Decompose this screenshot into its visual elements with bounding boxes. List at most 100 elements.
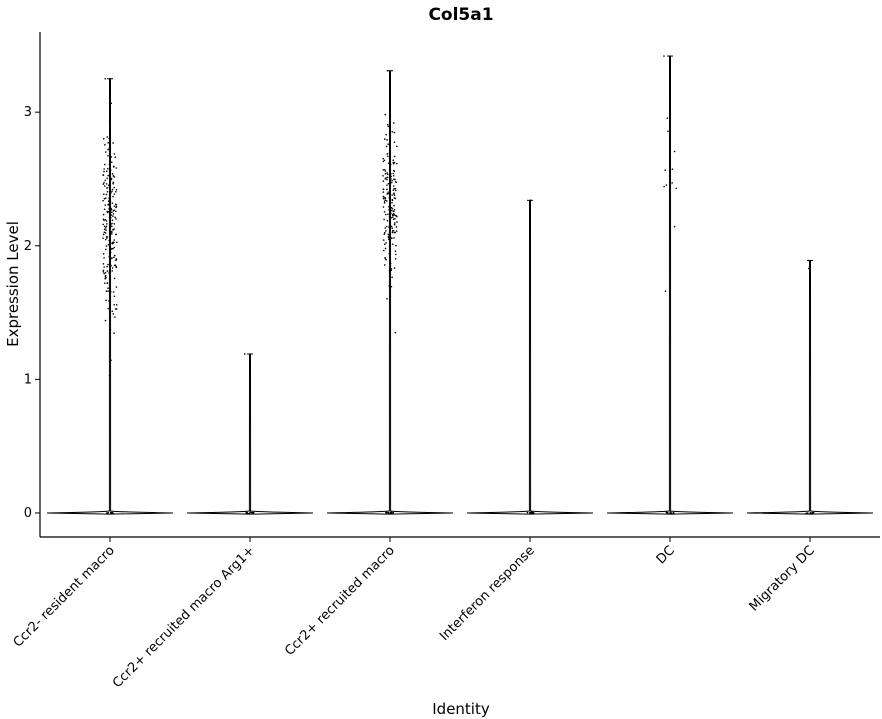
data-point — [108, 147, 111, 149]
data-point — [382, 169, 385, 171]
data-point — [113, 332, 115, 334]
data-point — [388, 226, 391, 229]
data-point — [105, 245, 108, 247]
data-point — [112, 512, 115, 515]
data-point — [394, 187, 397, 190]
data-point — [105, 225, 108, 228]
data-point — [115, 205, 118, 208]
data-point — [392, 161, 395, 164]
data-point — [388, 161, 391, 163]
data-point — [394, 214, 397, 217]
data-point — [115, 233, 117, 236]
data-point — [391, 201, 393, 204]
data-point — [385, 177, 387, 179]
data-point — [391, 207, 394, 210]
data-point — [393, 223, 396, 226]
data-point — [383, 264, 386, 266]
data-point — [248, 512, 251, 515]
data-point — [391, 276, 393, 279]
data-point — [663, 185, 665, 188]
data-point — [393, 192, 395, 194]
data-point — [392, 210, 395, 213]
data-point — [105, 170, 108, 173]
data-point — [109, 248, 112, 250]
data-point — [115, 210, 117, 213]
data-point — [107, 307, 109, 310]
data-point — [108, 207, 111, 210]
data-point — [387, 233, 390, 236]
data-point — [386, 225, 388, 228]
data-point — [106, 186, 109, 189]
data-point — [111, 270, 114, 272]
data-point — [116, 241, 118, 244]
plot-area — [46, 55, 874, 515]
data-point — [111, 188, 114, 191]
data-point — [104, 238, 107, 241]
data-point — [673, 512, 675, 515]
data-point — [383, 202, 386, 204]
data-point — [391, 194, 393, 196]
data-point — [384, 199, 386, 202]
data-point — [103, 185, 106, 187]
data-point — [108, 256, 110, 258]
data-point — [104, 248, 107, 251]
data-point — [386, 173, 389, 176]
data-point — [394, 258, 397, 260]
data-point — [107, 174, 109, 177]
data-point — [102, 233, 105, 236]
data-point — [106, 512, 108, 514]
data-point — [386, 176, 389, 179]
data-point — [390, 212, 392, 215]
data-point — [388, 244, 391, 247]
data-point — [382, 206, 385, 208]
data-point — [108, 188, 111, 190]
data-point — [115, 258, 118, 261]
data-point — [113, 277, 116, 280]
data-point — [812, 511, 815, 514]
data-point — [386, 123, 389, 126]
data-point — [105, 290, 108, 293]
data-point — [113, 223, 116, 225]
data-point — [663, 55, 665, 57]
data-point — [107, 142, 110, 144]
data-point — [107, 287, 109, 289]
data-point — [106, 270, 109, 272]
data-point — [393, 237, 395, 239]
data-point — [394, 181, 397, 183]
data-point — [113, 193, 116, 195]
data-point — [103, 266, 105, 268]
data-point — [387, 192, 390, 195]
data-point — [383, 168, 386, 171]
data-point — [383, 159, 386, 162]
data-point — [395, 162, 398, 165]
data-point — [394, 189, 397, 192]
violin-0 — [46, 78, 174, 515]
data-point — [106, 190, 109, 193]
data-point — [392, 122, 395, 124]
data-point — [113, 246, 116, 249]
data-point — [388, 149, 391, 152]
data-point — [114, 308, 117, 310]
data-point — [390, 269, 393, 272]
data-point — [384, 173, 387, 175]
data-point — [111, 202, 114, 204]
violin-1 — [186, 353, 314, 515]
data-point — [103, 197, 106, 200]
data-point — [669, 511, 672, 514]
data-point — [106, 136, 109, 138]
data-point — [113, 256, 115, 259]
data-point — [105, 193, 108, 196]
data-point — [389, 262, 392, 265]
data-point — [111, 225, 113, 228]
data-point — [671, 182, 673, 184]
data-point — [392, 174, 395, 177]
data-point — [386, 139, 388, 141]
data-point — [115, 190, 117, 193]
data-point — [113, 176, 116, 178]
data-point — [105, 229, 107, 231]
data-point — [105, 277, 107, 279]
data-point — [108, 374, 111, 377]
data-point — [104, 232, 107, 234]
data-point — [386, 172, 388, 174]
data-point — [382, 175, 384, 177]
